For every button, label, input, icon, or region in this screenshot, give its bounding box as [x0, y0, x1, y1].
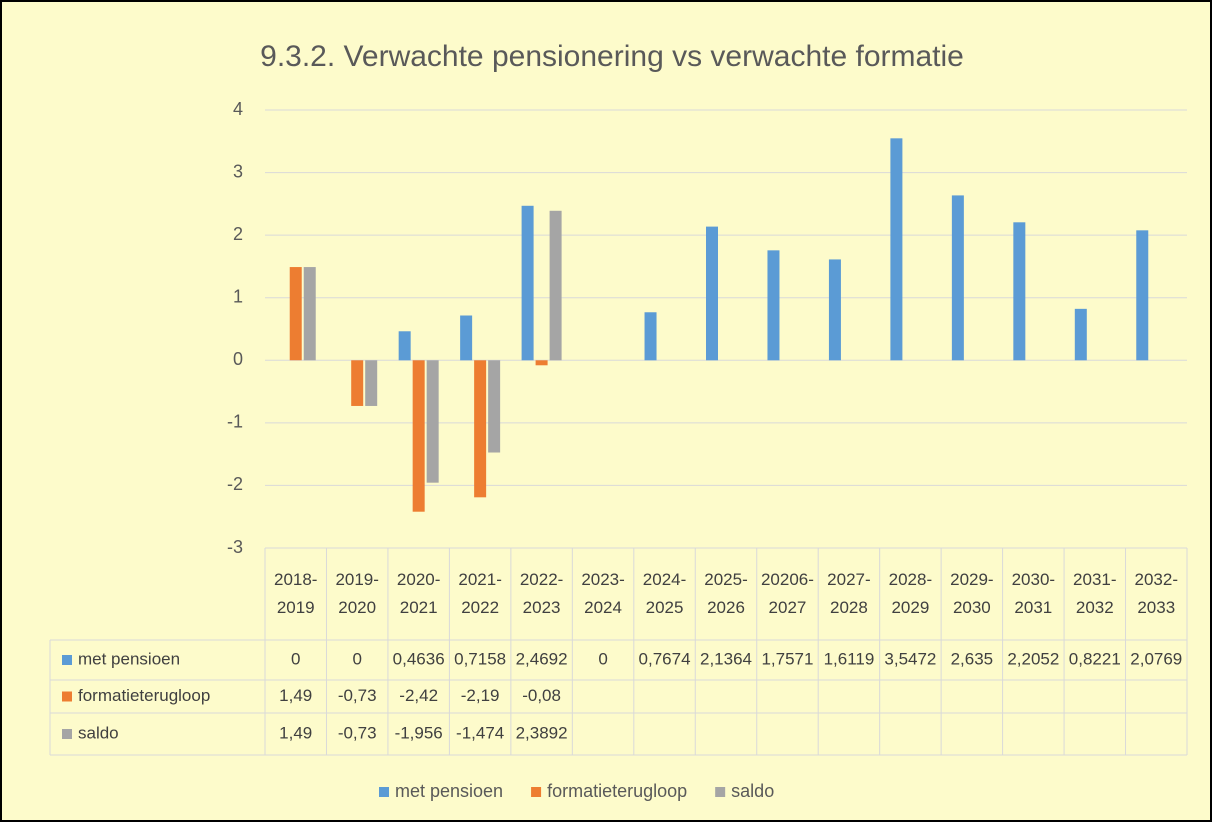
table-cell: -0,73: [338, 686, 377, 705]
x-tick-label: 2025-2026: [704, 570, 748, 617]
legend-key: [531, 787, 542, 797]
bar: [412, 360, 425, 512]
table-cell: 0: [352, 649, 361, 668]
x-tick-label: 2018-2019: [273, 570, 318, 617]
bar: [828, 259, 841, 361]
table-legend-key: [62, 655, 72, 665]
table-row-header: saldo: [78, 723, 119, 742]
table-cell: 1,6119: [824, 649, 875, 668]
x-tick-label: 2019-2020: [335, 570, 379, 617]
table-cell: 2,0769: [1130, 649, 1182, 668]
table-cell: 0: [291, 649, 300, 668]
table-cell: 1,49: [279, 686, 312, 705]
table-cell: 2,1364: [700, 649, 752, 668]
table-row-header: formatieterugloop: [78, 686, 210, 705]
x-tick-label: 2030-2031: [1011, 570, 1056, 617]
bar: [706, 226, 718, 361]
x-tick-label: 20206-2027: [760, 570, 814, 617]
y-tick-label: 3: [233, 161, 243, 181]
bar: [426, 360, 439, 483]
table-cell: 1,49: [279, 723, 312, 742]
x-tick-label: 2024-2025: [642, 570, 687, 617]
bar: [535, 360, 548, 366]
y-tick-label: -3: [227, 537, 243, 557]
table-legend-key: [62, 729, 72, 739]
y-tick-label: 0: [233, 349, 243, 369]
x-tick-label: 2021-2022: [458, 570, 502, 617]
y-tick-label: -1: [227, 412, 243, 432]
y-tick-label: 1: [233, 286, 243, 306]
table-cell: 0,4636: [393, 649, 445, 668]
y-tick-label: 4: [233, 99, 243, 119]
x-tick-label: 2029-2030: [950, 570, 994, 617]
legend-label: met pensioen: [395, 781, 503, 801]
bar: [644, 312, 657, 361]
legend-label: saldo: [731, 781, 774, 801]
bar: [1136, 230, 1149, 361]
bar: [1074, 308, 1087, 361]
y-tick-label: -2: [227, 474, 243, 494]
bar: [890, 138, 903, 361]
legend-key: [379, 787, 389, 797]
table-cell: 1,7571: [761, 649, 813, 668]
x-tick-label: 2027-2028: [827, 570, 871, 617]
table-cell: 2,2052: [1007, 649, 1059, 668]
table-cell: 0,8221: [1069, 649, 1121, 668]
bar: [365, 360, 378, 406]
bar: [474, 360, 487, 498]
table-cell: -0,73: [338, 723, 377, 742]
x-tick-label: 2022-2023: [519, 570, 564, 617]
bar: [460, 315, 473, 361]
table-cell: 0: [598, 649, 607, 668]
chart-title: 9.3.2. Verwachte pensionering vs verwach…: [260, 40, 964, 73]
table-cell: 2,3892: [516, 723, 568, 742]
table-cell: -1,474: [456, 723, 504, 742]
table-cell: 0,7158: [454, 649, 506, 668]
x-tick-label: 2023-2024: [581, 570, 625, 617]
bar: [951, 195, 964, 361]
table-cell: 2,635: [951, 649, 994, 668]
bar: [1013, 222, 1026, 361]
x-tick-label: 2020-2021: [396, 570, 441, 617]
bar: [289, 267, 302, 361]
table-cell: -1,956: [395, 723, 443, 742]
bar: [521, 205, 534, 361]
x-tick-label: 2032-2033: [1134, 570, 1178, 617]
bar: [398, 331, 411, 361]
table-cell: 2,4692: [516, 649, 568, 668]
bar: [303, 267, 316, 361]
table-cell: 0,7674: [639, 649, 691, 668]
bar: [549, 210, 562, 361]
x-tick-label: 2031-2032: [1073, 570, 1117, 617]
legend-label: formatieterugloop: [547, 781, 687, 801]
y-tick-label: 2: [233, 224, 243, 244]
table-cell: -0,08: [522, 686, 561, 705]
x-tick-label: 2028-2029: [888, 570, 933, 617]
legend-key: [715, 787, 726, 797]
table-row-header: met pensioen: [78, 649, 180, 668]
table-legend-key: [62, 691, 72, 702]
table-cell: 3,5472: [884, 649, 936, 668]
bar: [767, 250, 780, 361]
table-cell: -2,42: [399, 686, 438, 705]
table-cell: -2,19: [461, 686, 500, 705]
bar: [488, 360, 501, 453]
bar: [351, 360, 364, 406]
